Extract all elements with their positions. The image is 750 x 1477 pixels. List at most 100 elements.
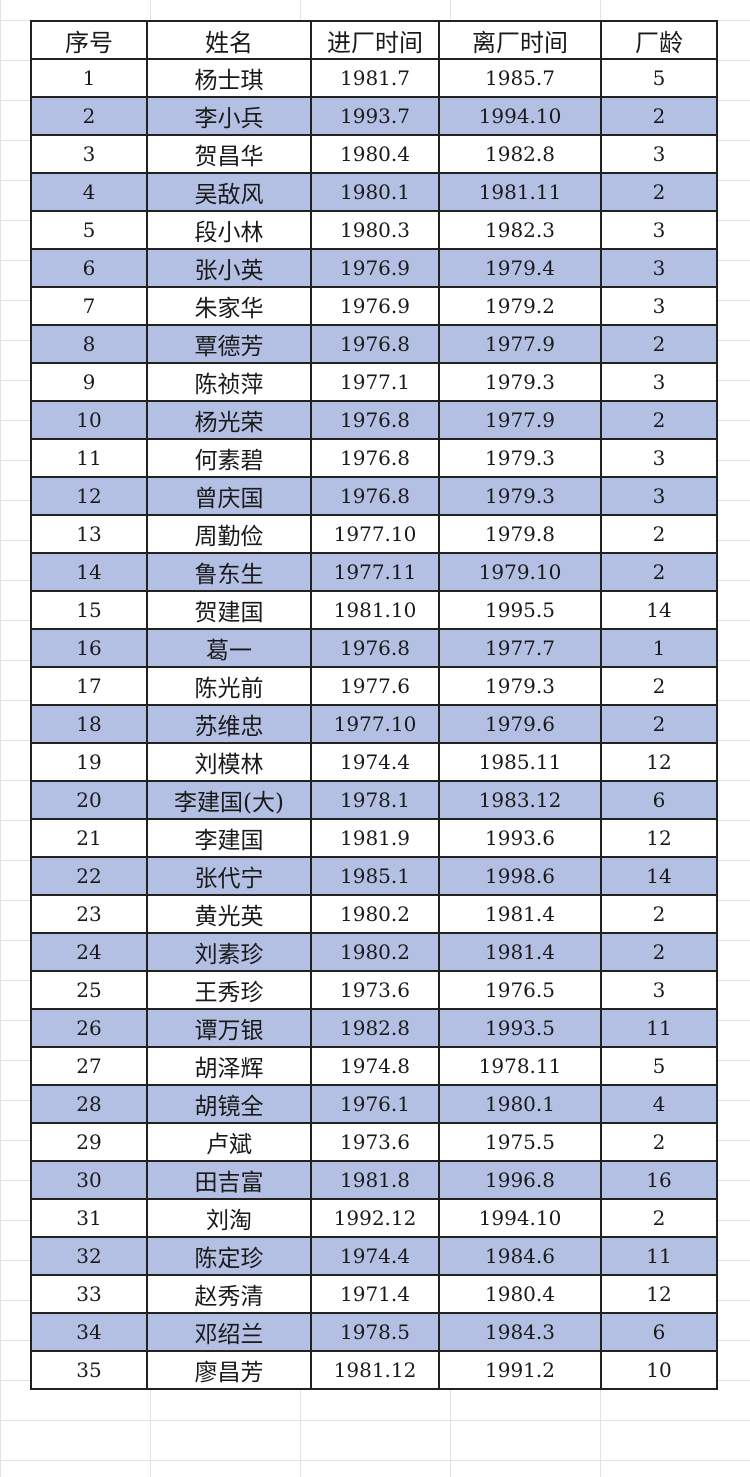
cell-leave-date[interactable]: 1994.10 xyxy=(438,96,602,136)
cell-leave-date[interactable]: 1978.11 xyxy=(438,1046,602,1086)
cell-tenure[interactable]: 14 xyxy=(600,856,718,896)
cell-index[interactable]: 18 xyxy=(30,704,148,744)
cell-entry-date[interactable]: 1976.1 xyxy=(310,1084,440,1124)
cell-leave-date[interactable]: 1979.4 xyxy=(438,248,602,288)
cell-index[interactable]: 1 xyxy=(30,58,148,98)
cell-name[interactable]: 贺昌华 xyxy=(146,134,312,174)
cell-leave-date[interactable]: 1994.10 xyxy=(438,1198,602,1238)
cell-index[interactable]: 27 xyxy=(30,1046,148,1086)
cell-entry-date[interactable]: 1981.7 xyxy=(310,58,440,98)
cell-entry-date[interactable]: 1973.6 xyxy=(310,1122,440,1162)
cell-tenure[interactable]: 11 xyxy=(600,1008,718,1048)
cell-entry-date[interactable]: 1976.9 xyxy=(310,286,440,326)
header-cell-leave-date[interactable]: 离厂时间 xyxy=(438,20,602,60)
cell-index[interactable]: 16 xyxy=(30,628,148,668)
cell-tenure[interactable]: 1 xyxy=(600,628,718,668)
cell-tenure[interactable]: 2 xyxy=(600,552,718,592)
cell-tenure[interactable]: 5 xyxy=(600,58,718,98)
cell-index[interactable]: 35 xyxy=(30,1350,148,1390)
cell-index[interactable]: 3 xyxy=(30,134,148,174)
cell-tenure[interactable]: 3 xyxy=(600,134,718,174)
cell-index[interactable]: 33 xyxy=(30,1274,148,1314)
cell-entry-date[interactable]: 1976.8 xyxy=(310,400,440,440)
cell-tenure[interactable]: 2 xyxy=(600,96,718,136)
cell-leave-date[interactable]: 1975.5 xyxy=(438,1122,602,1162)
cell-name[interactable]: 葛一 xyxy=(146,628,312,668)
cell-entry-date[interactable]: 1980.3 xyxy=(310,210,440,250)
cell-tenure[interactable]: 12 xyxy=(600,742,718,782)
cell-entry-date[interactable]: 1976.8 xyxy=(310,438,440,478)
cell-tenure[interactable]: 10 xyxy=(600,1350,718,1390)
cell-tenure[interactable]: 3 xyxy=(600,970,718,1010)
cell-index[interactable]: 13 xyxy=(30,514,148,554)
cell-tenure[interactable]: 11 xyxy=(600,1236,718,1276)
cell-index[interactable]: 19 xyxy=(30,742,148,782)
cell-index[interactable]: 32 xyxy=(30,1236,148,1276)
cell-name[interactable]: 朱家华 xyxy=(146,286,312,326)
cell-name[interactable]: 李小兵 xyxy=(146,96,312,136)
cell-name[interactable]: 段小林 xyxy=(146,210,312,250)
cell-leave-date[interactable]: 1979.8 xyxy=(438,514,602,554)
cell-index[interactable]: 22 xyxy=(30,856,148,896)
cell-index[interactable]: 31 xyxy=(30,1198,148,1238)
cell-index[interactable]: 21 xyxy=(30,818,148,858)
cell-name[interactable]: 王秀珍 xyxy=(146,970,312,1010)
cell-leave-date[interactable]: 1995.5 xyxy=(438,590,602,630)
cell-entry-date[interactable]: 1980.2 xyxy=(310,894,440,934)
cell-index[interactable]: 30 xyxy=(30,1160,148,1200)
cell-index[interactable]: 24 xyxy=(30,932,148,972)
cell-entry-date[interactable]: 1976.8 xyxy=(310,324,440,364)
cell-leave-date[interactable]: 1981.4 xyxy=(438,894,602,934)
cell-name[interactable]: 胡镜全 xyxy=(146,1084,312,1124)
cell-name[interactable]: 田吉富 xyxy=(146,1160,312,1200)
cell-tenure[interactable]: 2 xyxy=(600,324,718,364)
cell-leave-date[interactable]: 1980.4 xyxy=(438,1274,602,1314)
cell-tenure[interactable]: 2 xyxy=(600,932,718,972)
cell-name[interactable]: 何素碧 xyxy=(146,438,312,478)
cell-index[interactable]: 23 xyxy=(30,894,148,934)
cell-entry-date[interactable]: 1981.10 xyxy=(310,590,440,630)
cell-leave-date[interactable]: 1998.6 xyxy=(438,856,602,896)
cell-tenure[interactable]: 2 xyxy=(600,400,718,440)
cell-name[interactable]: 贺建国 xyxy=(146,590,312,630)
cell-name[interactable]: 覃德芳 xyxy=(146,324,312,364)
cell-index[interactable]: 14 xyxy=(30,552,148,592)
cell-index[interactable]: 4 xyxy=(30,172,148,212)
cell-entry-date[interactable]: 1974.8 xyxy=(310,1046,440,1086)
cell-name[interactable]: 赵秀清 xyxy=(146,1274,312,1314)
cell-name[interactable]: 胡泽辉 xyxy=(146,1046,312,1086)
cell-index[interactable]: 12 xyxy=(30,476,148,516)
cell-name[interactable]: 刘模林 xyxy=(146,742,312,782)
header-cell-tenure[interactable]: 厂龄 xyxy=(600,20,718,60)
header-cell-entry-date[interactable]: 进厂时间 xyxy=(310,20,440,60)
cell-entry-date[interactable]: 1981.12 xyxy=(310,1350,440,1390)
cell-name[interactable]: 卢斌 xyxy=(146,1122,312,1162)
cell-name[interactable]: 吴敌风 xyxy=(146,172,312,212)
cell-tenure[interactable]: 16 xyxy=(600,1160,718,1200)
cell-entry-date[interactable]: 1973.6 xyxy=(310,970,440,1010)
cell-tenure[interactable]: 4 xyxy=(600,1084,718,1124)
cell-leave-date[interactable]: 1993.6 xyxy=(438,818,602,858)
cell-leave-date[interactable]: 1996.8 xyxy=(438,1160,602,1200)
cell-entry-date[interactable]: 1992.12 xyxy=(310,1198,440,1238)
cell-name[interactable]: 李建国(大) xyxy=(146,780,312,820)
cell-entry-date[interactable]: 1974.4 xyxy=(310,742,440,782)
cell-entry-date[interactable]: 1974.4 xyxy=(310,1236,440,1276)
cell-name[interactable]: 陈祯萍 xyxy=(146,362,312,402)
cell-leave-date[interactable]: 1981.4 xyxy=(438,932,602,972)
cell-tenure[interactable]: 2 xyxy=(600,514,718,554)
cell-tenure[interactable]: 3 xyxy=(600,362,718,402)
cell-entry-date[interactable]: 1976.9 xyxy=(310,248,440,288)
cell-name[interactable]: 谭万银 xyxy=(146,1008,312,1048)
cell-index[interactable]: 7 xyxy=(30,286,148,326)
cell-tenure[interactable]: 2 xyxy=(600,666,718,706)
cell-tenure[interactable]: 2 xyxy=(600,1122,718,1162)
cell-entry-date[interactable]: 1976.8 xyxy=(310,628,440,668)
cell-leave-date[interactable]: 1979.3 xyxy=(438,438,602,478)
cell-index[interactable]: 6 xyxy=(30,248,148,288)
cell-tenure[interactable]: 2 xyxy=(600,1198,718,1238)
cell-index[interactable]: 15 xyxy=(30,590,148,630)
cell-tenure[interactable]: 6 xyxy=(600,780,718,820)
cell-leave-date[interactable]: 1993.5 xyxy=(438,1008,602,1048)
cell-index[interactable]: 28 xyxy=(30,1084,148,1124)
